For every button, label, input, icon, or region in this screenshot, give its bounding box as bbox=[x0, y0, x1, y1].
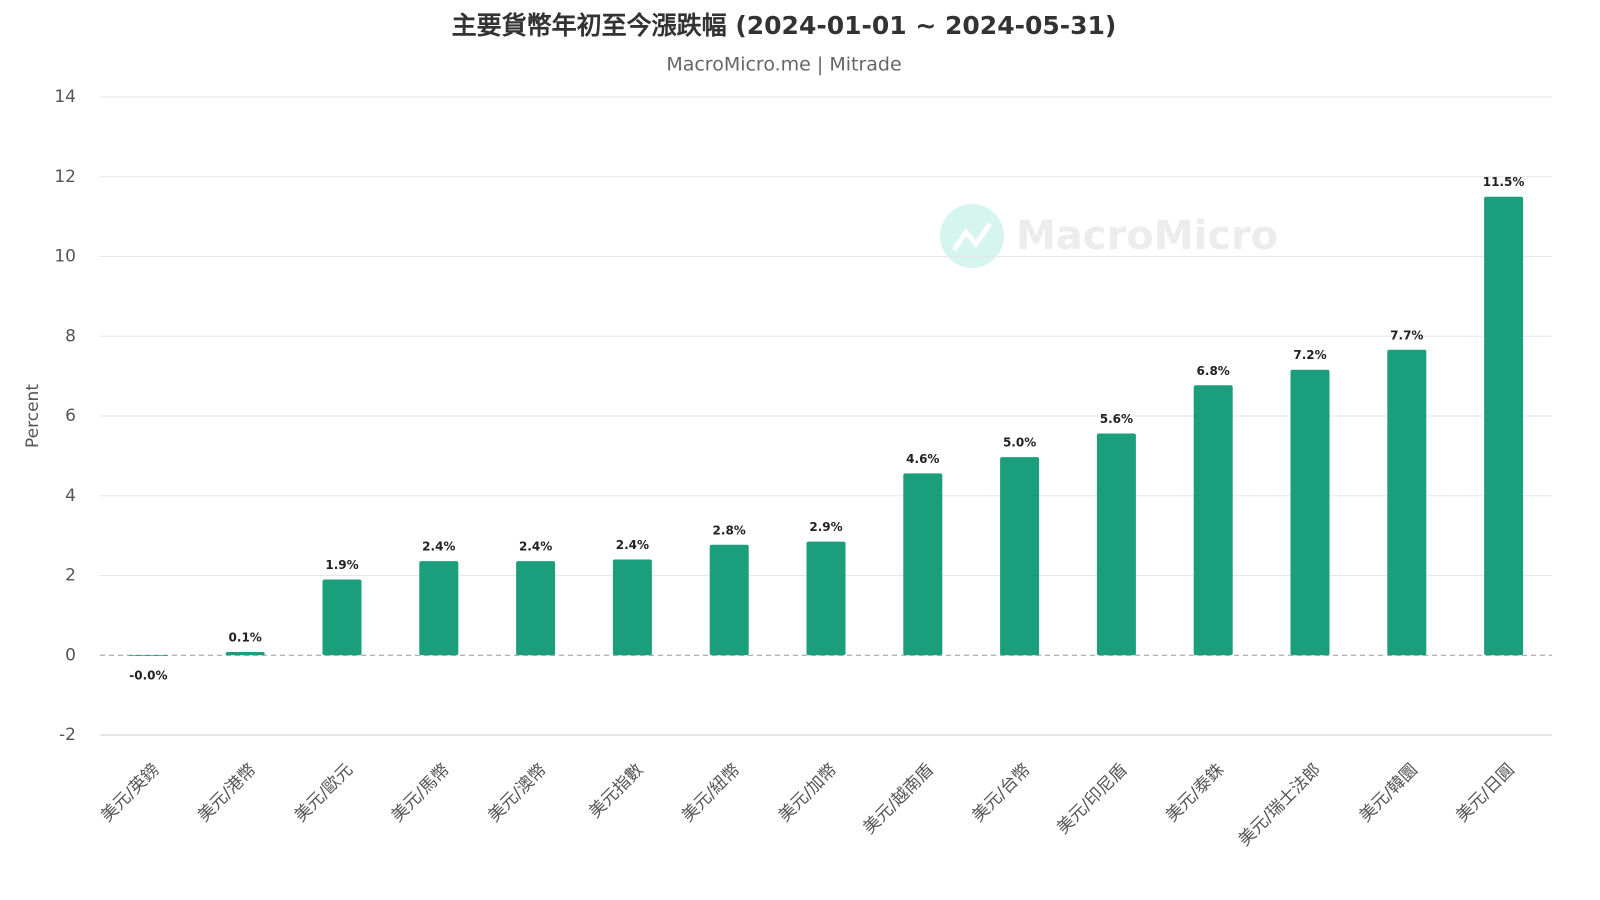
y-tick-label: 6 bbox=[65, 406, 76, 426]
data-label: 5.6% bbox=[1100, 412, 1133, 426]
watermark-logo bbox=[940, 204, 1004, 268]
y-tick-label: 10 bbox=[54, 247, 76, 267]
bar bbox=[1387, 349, 1427, 656]
bar bbox=[128, 655, 168, 657]
x-tick-label: 美元/台幣 bbox=[968, 760, 1034, 826]
data-label: 4.6% bbox=[906, 452, 939, 466]
x-tick-label: 美元/港幣 bbox=[194, 760, 260, 826]
data-label: 2.4% bbox=[616, 538, 649, 552]
y-tick-label: 14 bbox=[54, 87, 76, 107]
x-tick-label: 美元/馬幣 bbox=[388, 760, 454, 826]
x-tick-label: 美元/印尼盾 bbox=[1053, 760, 1131, 838]
data-label: -0.0% bbox=[129, 669, 167, 683]
y-tick-label: -2 bbox=[59, 725, 76, 745]
data-label: 7.7% bbox=[1390, 328, 1423, 342]
data-label: 6.8% bbox=[1197, 364, 1230, 378]
x-tick-label: 美元/泰銖 bbox=[1162, 760, 1228, 826]
bar bbox=[1484, 196, 1524, 656]
x-tick-label: 美元/加幣 bbox=[775, 760, 841, 826]
bar bbox=[1000, 457, 1040, 656]
bar bbox=[1096, 433, 1136, 656]
x-tick-label: 美元指數 bbox=[585, 760, 647, 822]
bar bbox=[225, 652, 265, 656]
watermark-text: MacroMicro bbox=[1016, 213, 1278, 259]
data-label: 11.5% bbox=[1483, 175, 1525, 189]
x-tick-label: 美元/英鎊 bbox=[97, 760, 163, 826]
data-label: 5.0% bbox=[1003, 436, 1036, 450]
data-label: 7.2% bbox=[1293, 348, 1326, 362]
chart-title: 主要貨幣年初至今漲跌幅 (2024-01-01 ~ 2024-05-31) bbox=[452, 11, 1117, 40]
bar bbox=[516, 561, 556, 656]
x-tick-label: 美元/日圓 bbox=[1452, 760, 1518, 826]
bar bbox=[709, 544, 749, 656]
data-label: 2.4% bbox=[519, 540, 552, 554]
bar bbox=[612, 559, 652, 656]
y-tick-label: 12 bbox=[54, 167, 76, 187]
chart-subtitle: MacroMicro.me | Mitrade bbox=[666, 54, 901, 76]
x-tick-label: 美元/韓圜 bbox=[1356, 760, 1422, 826]
y-tick-label: 0 bbox=[65, 645, 76, 665]
data-label: 0.1% bbox=[229, 631, 262, 645]
y-axis-label: Percent bbox=[23, 384, 43, 448]
watermark-logo-line bbox=[951, 222, 993, 252]
x-tick-label: 美元/紐幣 bbox=[678, 760, 744, 826]
data-label: 2.9% bbox=[809, 520, 842, 534]
x-tick-label: 美元/歐元 bbox=[291, 760, 357, 826]
x-tick-label: 美元/瑞士法郎 bbox=[1235, 760, 1325, 850]
y-tick-label: 4 bbox=[65, 486, 76, 506]
x-tick-label: 美元/越南盾 bbox=[860, 760, 938, 838]
data-label: 2.4% bbox=[422, 540, 455, 554]
data-label: 2.8% bbox=[713, 523, 746, 537]
bar bbox=[806, 541, 846, 656]
bar bbox=[419, 561, 459, 656]
bar bbox=[1290, 369, 1330, 656]
data-label: 1.9% bbox=[325, 558, 358, 572]
y-tick-label: 8 bbox=[65, 326, 76, 346]
bar bbox=[1193, 385, 1233, 656]
watermark-group: MacroMicro bbox=[940, 204, 1278, 268]
x-tick-label: 美元/澳幣 bbox=[484, 760, 550, 826]
y-tick-label: 2 bbox=[65, 566, 76, 586]
bar bbox=[903, 473, 943, 656]
bar bbox=[322, 579, 362, 656]
